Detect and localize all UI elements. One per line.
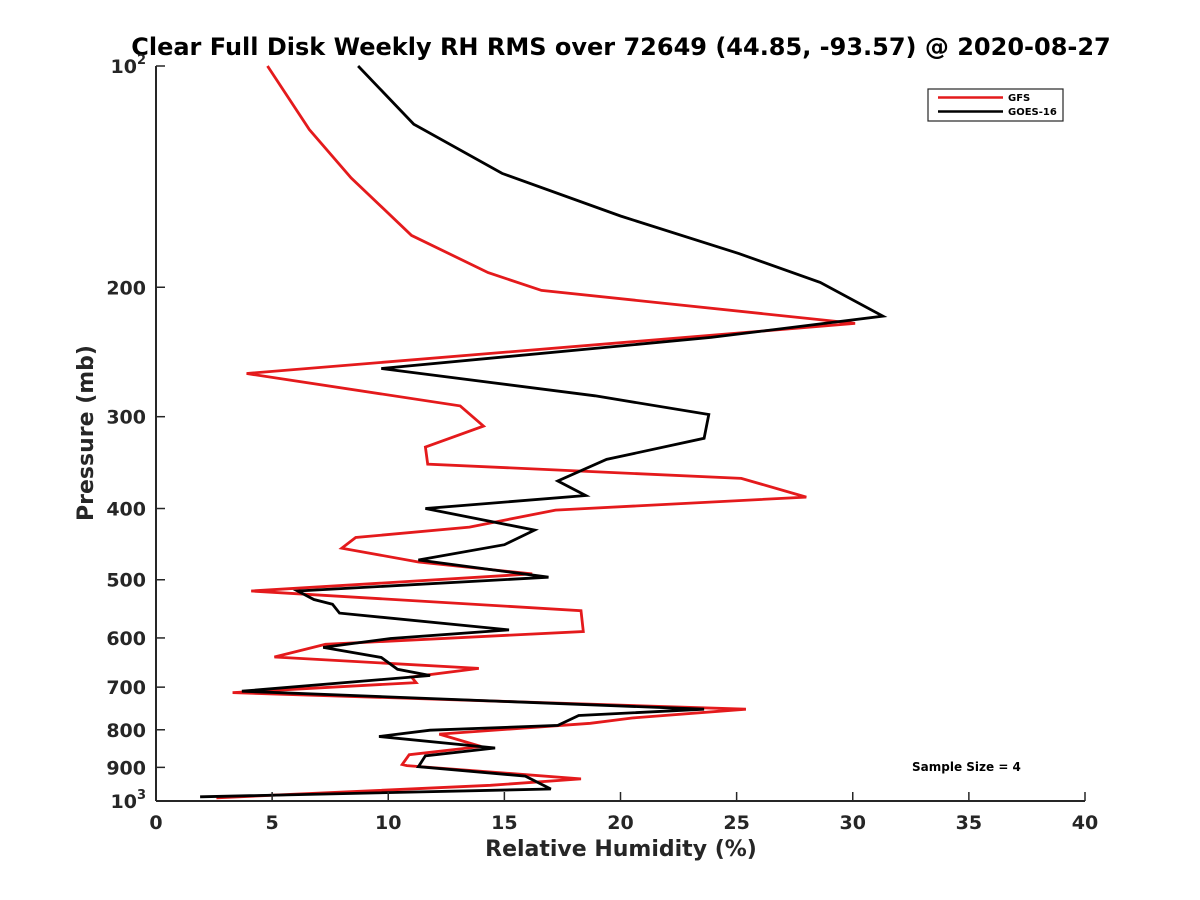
x-tick-label: 15 [491,812,517,834]
legend-label-goes16: GOES-16 [1008,107,1057,118]
x-tick-label: 25 [723,812,749,834]
x-tick-label: 10 [375,812,401,834]
series-line-gfs [216,65,856,800]
series-layer [200,65,888,800]
x-tick-label: 35 [956,812,982,834]
y-tick-label: 400 [106,499,146,521]
y-tick-label: 300 [106,407,146,429]
legend-box [927,88,1064,122]
y-tick-label: 500 [106,570,146,592]
legend: GFS GOES-16 [927,88,1064,122]
x-axis-label: Relative Humidity (%) [485,837,757,862]
chart-title: Clear Full Disk Weekly RH RMS over 72649… [131,33,1111,61]
x-tick-label: 0 [149,812,162,834]
plot-background [156,66,1085,801]
y-tick-label: 900 [106,757,146,779]
plot-area: 0 5 10 15 20 25 30 35 40 102 200 300 400 500 600 700 80… [106,53,1098,834]
y-tick-label: 200 [106,277,146,299]
y-axis-label: Pressure (mb) [74,345,99,521]
x-tick-label: 20 [607,812,633,834]
legend-label-gfs: GFS [1008,93,1030,104]
x-tick-label: 30 [840,812,866,834]
sample-size-annotation: Sample Size = 4 [912,760,1021,774]
x-tick-label: 5 [266,812,279,834]
y-tick-label: 600 [106,628,146,650]
y-tick-label: 102 [111,53,147,78]
y-tick-label: 103 [111,788,147,813]
x-tick-label: 40 [1072,812,1098,834]
y-tick-label: 700 [106,677,146,699]
series-line-goes16 [200,65,888,799]
y-ticks: 102 200 300 400 500 600 700 800 900 103 [106,53,165,813]
x-ticks: 0 5 10 15 20 25 30 35 40 [149,792,1098,834]
y-tick-label: 800 [106,720,146,742]
